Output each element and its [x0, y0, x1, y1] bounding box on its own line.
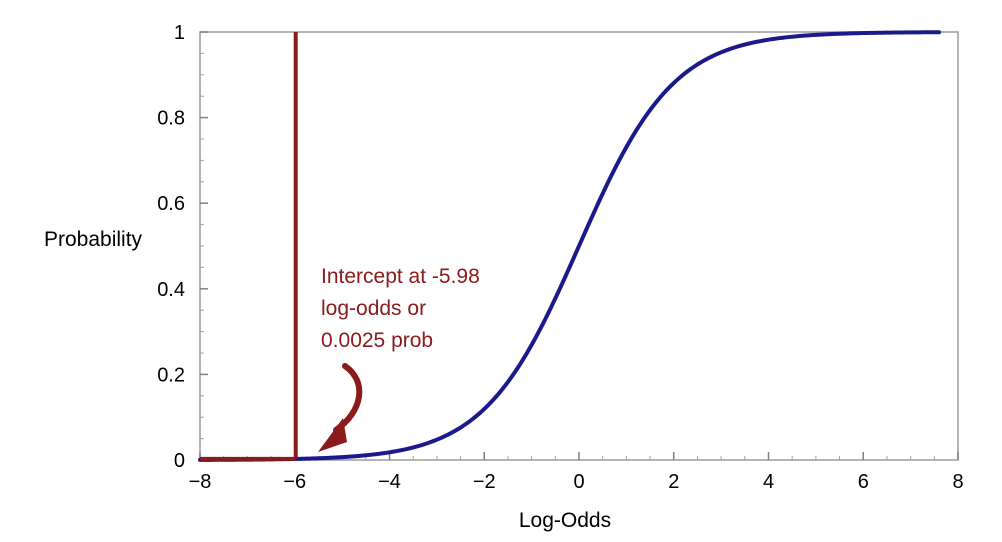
annotation-arrow-shaft: [333, 363, 363, 433]
series-line-logistic: [198, 30, 942, 462]
x-tick-label: 0: [573, 471, 584, 493]
x-tick-label: −6: [283, 471, 306, 493]
annotation-line-3: 0.0025 prob: [321, 329, 433, 352]
y-tick-label: 0.8: [157, 108, 185, 130]
x-tick-label: 8: [952, 471, 963, 493]
x-tick-label: −8: [189, 471, 212, 493]
annotation-line-1: Intercept at -5.98: [321, 265, 480, 288]
annotation-arrow-head: [318, 418, 347, 452]
annotation-line-2: log-odds or: [321, 297, 426, 320]
y-tick-labels: 0 0.2 0.4 0.6 0.8 1: [157, 22, 185, 472]
x-tick-labels: −8 −6 −4 −2 0 2 4 6 8: [189, 471, 964, 493]
y-tick-label: 0.4: [157, 279, 185, 301]
annotation: Intercept at -5.98 log-odds or 0.0025 pr…: [318, 265, 480, 452]
y-tick-label: 0.6: [157, 193, 185, 215]
y-axis-title: Probability: [44, 228, 143, 251]
x-tick-label: −4: [378, 471, 401, 493]
y-tick-label: 0: [174, 450, 185, 472]
y-tick-label: 0.2: [157, 364, 185, 386]
y-tick-label: 1: [174, 22, 185, 44]
x-tick-label: −2: [473, 471, 496, 493]
x-tick-label: 6: [858, 471, 869, 493]
x-tick-label: 4: [763, 471, 774, 493]
x-tick-label: 2: [668, 471, 679, 493]
y-minor-ticks: [200, 31, 204, 461]
x-axis-title: Log-Odds: [519, 509, 611, 532]
